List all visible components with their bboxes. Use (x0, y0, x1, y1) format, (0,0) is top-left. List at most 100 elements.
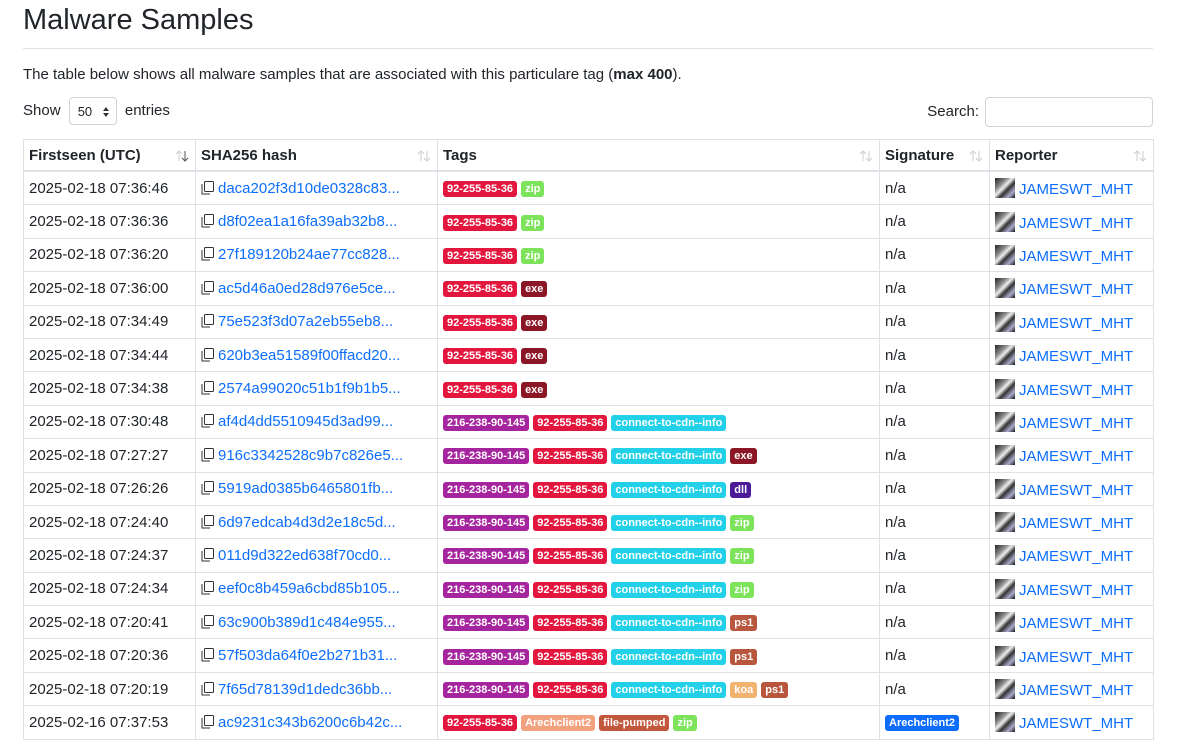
reporter-link[interactable]: JAMESWT_MHT (1019, 648, 1134, 666)
search-input[interactable] (985, 97, 1153, 127)
reporter-link[interactable]: JAMESWT_MHT (1019, 348, 1134, 366)
copy-icon[interactable] (201, 414, 214, 428)
tag[interactable]: 92-255-85-36 (443, 314, 518, 331)
tag[interactable]: connect-to-cdn--info (611, 414, 727, 431)
reporter-link[interactable]: JAMESWT_MHT (1019, 615, 1134, 633)
reporter-link[interactable]: JAMESWT_MHT (1019, 682, 1134, 700)
hash-link[interactable]: ac9231c343b6200c6b42c... (218, 713, 403, 731)
copy-icon[interactable] (201, 648, 214, 662)
hash-link[interactable]: 7f65d78139d1dedc36bb... (218, 680, 393, 698)
hash-link[interactable]: af4d4dd5510945d3ad99... (218, 413, 394, 431)
tag[interactable]: exe (730, 448, 757, 465)
hash-link[interactable]: 2574a99020c51b1f9b1b5... (218, 380, 401, 398)
column-header[interactable]: Tags (437, 139, 880, 172)
tag[interactable]: 92-255-85-36 (443, 181, 518, 198)
copy-icon[interactable] (201, 280, 214, 295)
tag[interactable]: 92-255-85-36 (533, 481, 608, 498)
reporter-link[interactable]: JAMESWT_MHT (1019, 314, 1134, 332)
tag[interactable]: zip (521, 247, 545, 264)
tag[interactable]: connect-to-cdn--info (611, 648, 727, 665)
copy-icon[interactable] (201, 447, 214, 462)
tag[interactable]: exe (521, 314, 548, 331)
tag[interactable]: ps1 (730, 615, 758, 632)
tag[interactable]: 92-255-85-36 (533, 615, 608, 632)
tag[interactable]: zip (521, 181, 545, 198)
copy-icon[interactable] (201, 314, 214, 328)
reporter-link[interactable]: JAMESWT_MHT (1019, 181, 1134, 199)
tag[interactable]: 92-255-85-36 (533, 448, 608, 465)
tag[interactable]: 92-255-85-36 (443, 381, 518, 398)
copy-icon[interactable] (201, 347, 214, 362)
tag[interactable]: 92-255-85-36 (533, 581, 608, 598)
column-header[interactable]: Signature (879, 139, 990, 172)
hash-link[interactable]: 011d9d322ed638f70cd0... (218, 546, 392, 564)
tag[interactable]: zip (521, 214, 545, 231)
tag[interactable]: zip (730, 581, 754, 598)
tag[interactable]: 92-255-85-36 (443, 281, 518, 298)
tag[interactable]: 92-255-85-36 (533, 515, 608, 532)
reporter-link[interactable]: JAMESWT_MHT (1019, 481, 1134, 499)
hash-link[interactable]: 57f503da64f0e2b271b31... (218, 647, 398, 665)
tag[interactable]: exe (521, 381, 548, 398)
tag[interactable]: 92-255-85-36 (443, 348, 518, 365)
signature-badge[interactable]: Arechclient2 (885, 715, 960, 732)
tag[interactable]: zip (673, 715, 697, 732)
hash-link[interactable]: 916c3342528c9b7c826e5... (218, 446, 404, 464)
tag[interactable]: 216-238-90-145 (443, 481, 530, 498)
tag[interactable]: 92-255-85-36 (533, 414, 608, 431)
reporter-link[interactable]: JAMESWT_MHT (1019, 548, 1134, 566)
tag[interactable]: koa (730, 682, 758, 699)
copy-icon[interactable] (201, 381, 214, 395)
reporter-link[interactable]: JAMESWT_MHT (1019, 414, 1134, 432)
hash-link[interactable]: ac5d46a0ed28d976e5ce... (218, 279, 396, 297)
column-header[interactable]: Firstseen (UTC) (23, 139, 196, 172)
copy-icon[interactable] (201, 247, 214, 261)
reporter-link[interactable]: JAMESWT_MHT (1019, 581, 1134, 599)
reporter-link[interactable]: JAMESWT_MHT (1019, 381, 1134, 399)
tag[interactable]: 216-238-90-145 (443, 548, 530, 565)
hash-link[interactable]: d8f02ea1a16fa39ab32b8... (218, 213, 398, 231)
tag[interactable]: connect-to-cdn--info (611, 515, 727, 532)
page-size-select[interactable]: 50 (68, 97, 117, 125)
copy-icon[interactable] (201, 180, 214, 195)
tag[interactable]: exe (521, 348, 548, 365)
column-header[interactable]: Reporter (989, 139, 1154, 172)
tag[interactable]: dll (730, 481, 752, 498)
tag[interactable]: 216-238-90-145 (443, 515, 530, 532)
reporter-link[interactable]: JAMESWT_MHT (1019, 515, 1134, 533)
tag[interactable]: exe (521, 281, 548, 298)
hash-link[interactable]: 5919ad0385b6465801fb... (218, 480, 394, 498)
hash-link[interactable]: 6d97edcab4d3d2e18c5d... (218, 513, 396, 531)
copy-icon[interactable] (201, 547, 214, 562)
tag[interactable]: ps1 (730, 648, 758, 665)
copy-icon[interactable] (201, 514, 214, 529)
tag[interactable]: connect-to-cdn--info (611, 481, 727, 498)
copy-icon[interactable] (201, 614, 214, 629)
copy-icon[interactable] (201, 581, 214, 595)
tag[interactable]: 216-238-90-145 (443, 682, 530, 699)
copy-icon[interactable] (201, 681, 214, 696)
reporter-link[interactable]: JAMESWT_MHT (1019, 214, 1134, 232)
tag[interactable]: 92-255-85-36 (443, 247, 518, 264)
tag[interactable]: connect-to-cdn--info (611, 448, 727, 465)
tag[interactable]: 92-255-85-36 (533, 682, 608, 699)
column-header[interactable]: SHA256 hash (195, 139, 438, 172)
tag[interactable]: 92-255-85-36 (533, 648, 608, 665)
reporter-link[interactable]: JAMESWT_MHT (1019, 281, 1134, 299)
tag[interactable]: file-pumped (599, 715, 670, 732)
tag[interactable]: connect-to-cdn--info (611, 548, 727, 565)
tag[interactable]: connect-to-cdn--info (611, 581, 727, 598)
tag[interactable]: 216-238-90-145 (443, 448, 530, 465)
tag[interactable]: 92-255-85-36 (533, 548, 608, 565)
tag[interactable]: 216-238-90-145 (443, 648, 530, 665)
hash-link[interactable]: 27f189120b24ae77cc828... (218, 246, 400, 264)
tag[interactable]: ps1 (761, 682, 789, 699)
reporter-link[interactable]: JAMESWT_MHT (1019, 715, 1134, 733)
hash-link[interactable]: daca202f3d10de0328c83... (218, 179, 400, 197)
hash-link[interactable]: 63c900b389d1c484e955... (218, 613, 396, 631)
tag[interactable]: 216-238-90-145 (443, 414, 530, 431)
copy-icon[interactable] (201, 214, 214, 228)
hash-link[interactable]: 620b3ea51589f00ffacd20... (218, 346, 401, 364)
hash-link[interactable]: 75e523f3d07a2eb55eb8... (218, 313, 394, 331)
tag[interactable]: 216-238-90-145 (443, 581, 530, 598)
